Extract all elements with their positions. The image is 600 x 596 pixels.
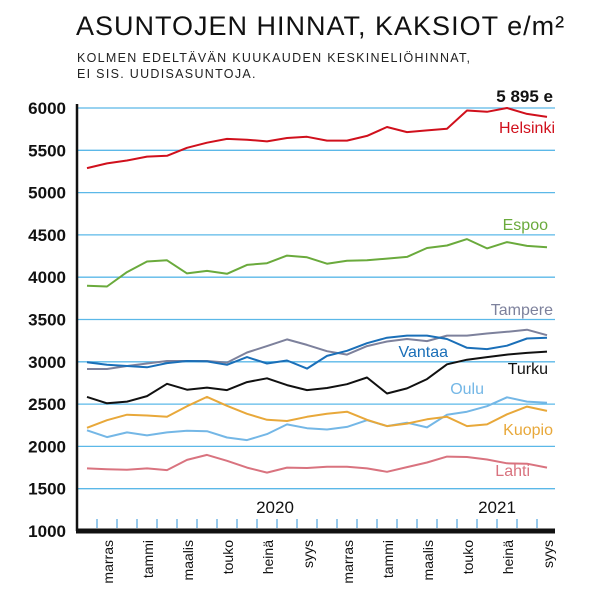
series-label-helsinki: Helsinki — [499, 120, 555, 137]
series-line-turku — [86, 350, 548, 405]
x-month-label: tammi — [380, 540, 396, 578]
y-tick-label: 4500 — [28, 226, 66, 245]
x-month-label: heinä — [260, 540, 276, 574]
chart-subtitle: KOLMEN EDELTÄVÄN KUUKAUDEN KESKINELIÖHIN… — [77, 50, 537, 82]
subtitle-line-1: KOLMEN EDELTÄVÄN KUUKAUDEN KESKINELIÖHIN… — [77, 51, 472, 65]
series-label-turku: Turku — [508, 361, 548, 378]
y-tick-label: 6000 — [28, 99, 66, 118]
series-line-espoo — [86, 238, 548, 288]
series-label-oulu: Oulu — [450, 381, 484, 398]
x-month-label: touko — [460, 540, 476, 574]
series-label-tampere: Tampere — [491, 302, 553, 319]
x-month-label: marras — [340, 540, 356, 584]
y-tick-label: 2000 — [28, 437, 66, 456]
x-month-label: syys — [300, 540, 316, 568]
gridlines — [77, 107, 555, 490]
series-line-helsinki — [86, 107, 548, 170]
y-tick-label: 2500 — [28, 395, 66, 414]
x-month-label: maalis — [180, 540, 196, 580]
x-month-label: syys — [540, 540, 556, 568]
x-month-label: tammi — [140, 540, 156, 578]
x-year-label: 2020 — [256, 498, 294, 517]
series-line-lahti — [86, 453, 548, 474]
series-line-tampere — [87, 328, 548, 370]
series-line-vantaa — [86, 334, 548, 370]
subtitle-line-2: EI SIS. UUDISASUNTOJA. — [77, 67, 257, 81]
x-year-label: 2021 — [478, 498, 516, 517]
chart-title: ASUNTOJEN HINNAT, KAKSIOT e/m² — [76, 11, 566, 41]
x-month-label: marras — [100, 540, 116, 584]
series-line-oulu — [86, 396, 548, 442]
series-label-espoo: Espoo — [503, 217, 548, 234]
y-tick-label: 5000 — [28, 184, 66, 203]
series-label-kuopio: Kuopio — [503, 422, 553, 439]
series-label-vantaa: Vantaa — [398, 344, 448, 361]
series-labels: Helsinki Espoo Tampere Vantaa Turku Oulu Kuopi… — [398, 120, 555, 480]
y-tick-label: 1500 — [28, 480, 66, 499]
x-month-label: touko — [220, 540, 236, 574]
series-lines — [86, 107, 548, 474]
series-label-lahti: Lahti — [495, 463, 530, 480]
y-tick-label: 4000 — [28, 268, 66, 287]
y-axis: 1000 1500 2000 2500 3000 3500 4000 4500 5000 5500… — [28, 99, 79, 541]
latest-value-annotation: 5 895 e — [496, 87, 553, 106]
y-tick-label: 1000 — [28, 522, 66, 541]
y-tick-label: 5500 — [28, 141, 66, 160]
x-axis: marras tammi maalis touko heinä syys marras tam… — [76, 498, 556, 584]
x-month-label: heinä — [500, 540, 516, 574]
y-tick-label: 3000 — [28, 353, 66, 372]
x-month-label: maalis — [420, 540, 436, 580]
y-tick-label: 3500 — [28, 311, 66, 330]
series-line-kuopio — [86, 395, 548, 429]
